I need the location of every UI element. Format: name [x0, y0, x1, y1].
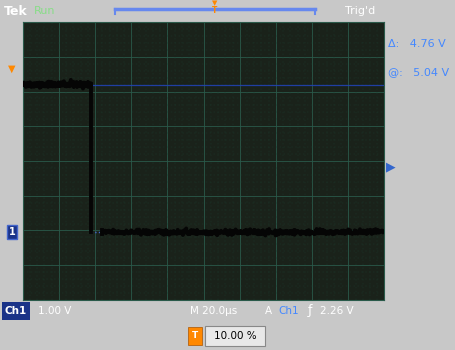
Text: Run: Run: [34, 6, 56, 16]
Text: Ch1: Ch1: [5, 306, 27, 316]
Text: A: A: [265, 306, 272, 316]
Text: 10.00 %: 10.00 %: [214, 331, 256, 341]
Text: T: T: [212, 6, 217, 14]
Text: 2.26 V: 2.26 V: [320, 306, 354, 316]
Text: ▼: ▼: [212, 0, 217, 6]
Text: Ch1: Ch1: [278, 306, 298, 316]
Text: Δ:   4.76 V: Δ: 4.76 V: [388, 39, 446, 49]
Text: Tek: Tek: [4, 5, 28, 18]
Bar: [2, 302, 30, 320]
Text: Trig'd: Trig'd: [345, 6, 375, 16]
Text: @:   5.04 V: @: 5.04 V: [388, 67, 449, 77]
Text: T: T: [192, 331, 198, 341]
Bar: [205, 326, 265, 346]
Text: 1.00 V: 1.00 V: [38, 306, 71, 316]
Bar: [188, 327, 202, 345]
Text: M 20.0µs: M 20.0µs: [190, 306, 237, 316]
Text: ƒ: ƒ: [308, 304, 313, 317]
Text: ▼: ▼: [8, 64, 15, 74]
Text: ▶: ▶: [386, 160, 395, 173]
Text: 1: 1: [9, 227, 15, 237]
